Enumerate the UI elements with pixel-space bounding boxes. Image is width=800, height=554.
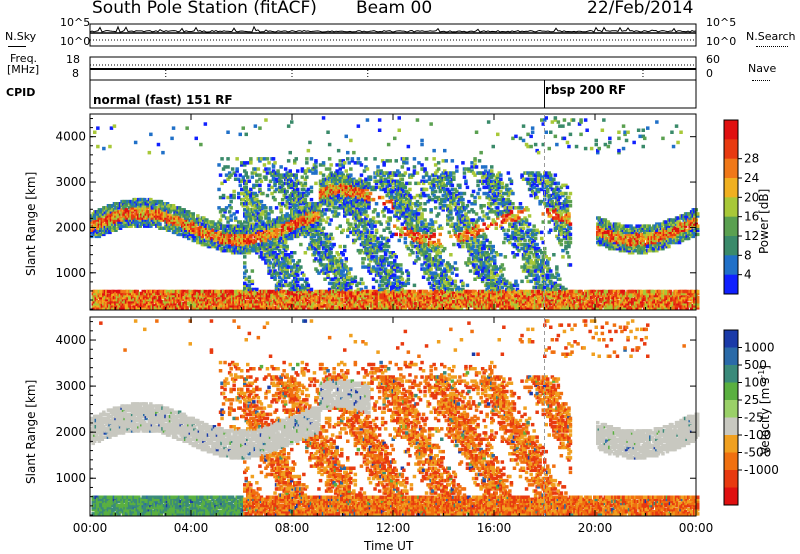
power-colorbar-tick-label-1: 8 xyxy=(744,248,752,262)
velocity-colorbar-label: Velocity [m s-1] xyxy=(757,365,772,455)
velocity-colorbar-segment-3 xyxy=(724,382,738,401)
top-strips xyxy=(89,23,697,109)
power-cells xyxy=(90,116,700,310)
x-tick-label-0: 00:00 xyxy=(73,521,108,535)
x-axis-label: Time UT xyxy=(364,539,414,553)
velocity-colorbar-tick-label-7: -1000 xyxy=(744,463,779,477)
power-colorbar-tick-label-4: 20 xyxy=(744,190,759,204)
nsky-trace xyxy=(89,25,697,33)
velocity-colorbar: 1000 500 100 25 -25 -100 -500 -1000 xyxy=(723,329,779,506)
beam-title: Beam 00 xyxy=(356,0,433,18)
power-colorbar-segment-2 xyxy=(724,158,738,179)
power-colorbar-tick-label-2: 12 xyxy=(744,229,759,243)
power-ytick-label-2: 3000 xyxy=(55,175,86,189)
power-colorbar-segment-8 xyxy=(724,274,738,295)
nsearch-top-tick: 10^5 xyxy=(706,16,737,29)
cpid-segment-2: rbsp 200 RF xyxy=(545,83,627,97)
velocity-ytick-label-1: 2000 xyxy=(55,425,86,439)
x-tick-label-4: 16:00 xyxy=(477,521,512,535)
freq-top-tick: 18 xyxy=(66,53,80,66)
power-ytick-label-1: 2000 xyxy=(55,220,86,234)
x-tick-label-5: 20:00 xyxy=(578,521,613,535)
velocity-colorbar-tick-label-4: -25 xyxy=(744,411,764,425)
velocity-colorbar-exp: -1 xyxy=(757,369,766,378)
cpid-strip xyxy=(89,79,697,109)
velocity-colorbar-tick-label-2: 100 xyxy=(744,376,767,390)
velocity-colorbar-segment-9 xyxy=(724,487,738,506)
power-ytick-label-0: 1000 xyxy=(55,266,86,280)
power-colorbar-segment-5 xyxy=(724,216,738,237)
freq-bottom-tick: 8 xyxy=(72,67,79,80)
power-colorbar-segment-1 xyxy=(724,139,738,160)
nsky-bottom-tick: 10^0 xyxy=(60,35,91,48)
velocity-colorbar-label-text: Velocity [m s xyxy=(758,377,772,455)
power-panel: 1000 2000 3000 4000 xyxy=(55,113,700,311)
power-colorbar-segment-3 xyxy=(724,178,738,198)
nsky-legend-line xyxy=(8,46,26,47)
power-ylabel: Slant Range [km] xyxy=(24,171,38,276)
nsearch-legend-line xyxy=(756,46,788,47)
velocity-colorbar-segment-5 xyxy=(724,417,738,436)
x-tick-label-3: 12:00 xyxy=(376,521,411,535)
velocity-colorbar-segment-6 xyxy=(724,435,738,453)
velocity-colorbar-segment-7 xyxy=(724,452,738,471)
velocity-colorbar-segment-2 xyxy=(724,365,738,383)
velocity-colorbar-tick-label-5: -100 xyxy=(744,428,771,442)
velocity-colorbar-segment-1 xyxy=(724,347,738,366)
velocity-ytick-label-3: 4000 xyxy=(55,333,86,347)
nave-label: Nave xyxy=(748,62,777,75)
nave-top-tick: 60 xyxy=(706,53,720,66)
station-title: South Pole Station (fitACF) xyxy=(92,0,317,18)
power-colorbar-segment-0 xyxy=(724,120,738,140)
cpid-label: CPID xyxy=(6,86,36,99)
power-colorbar-frame xyxy=(723,119,739,295)
power-colorbar-segment-7 xyxy=(724,255,738,276)
power-colorbar-tick-label-6: 28 xyxy=(744,152,759,166)
velocity-colorbar-segment-8 xyxy=(724,470,738,488)
freq-label-1: Freq. xyxy=(10,52,38,65)
power-colorbar-tick-label-5: 24 xyxy=(744,171,759,185)
nsky-label: N.Sky xyxy=(5,30,37,43)
freq-label-2: [MHz] xyxy=(7,63,40,76)
velocity-colorbar-tick-label-3: 25 xyxy=(744,393,759,407)
velocity-ylabel: Slant Range [km] xyxy=(24,379,38,484)
x-tick-label-2: 08:00 xyxy=(275,521,310,535)
power-colorbar: 4 8 12 16 20 24 28 xyxy=(723,119,759,295)
nave-legend-line xyxy=(752,80,770,81)
power-colorbar-segment-6 xyxy=(724,236,738,256)
velocity-colorbar-tick-label-1: 500 xyxy=(744,358,767,372)
power-colorbar-label: Power [dB] xyxy=(757,188,771,254)
x-tick-label-1: 04:00 xyxy=(174,521,209,535)
velocity-ytick-label-2: 3000 xyxy=(55,379,86,393)
nsearch-bottom-tick: 10^0 xyxy=(706,35,737,48)
date-title: 22/Feb/2014 xyxy=(587,0,694,18)
nsky-strip xyxy=(89,23,697,47)
velocity-colorbar-tick-label-0: 1000 xyxy=(744,341,775,355)
power-ytick-label-3: 4000 xyxy=(55,130,86,144)
nsky-top-tick: 10^5 xyxy=(60,16,91,29)
velocity-colorbar-tick-label-6: -500 xyxy=(744,446,771,460)
velocity-colorbar-segment-4 xyxy=(724,400,738,418)
velocity-panel: 1000 2000 3000 4000 xyxy=(55,316,700,517)
nsearch-label: N.Search xyxy=(746,30,796,43)
power-colorbar-segment-4 xyxy=(724,197,738,218)
velocity-colorbar-label-close: ] xyxy=(758,365,772,370)
x-tick-label-6: 00:00 xyxy=(679,521,714,535)
power-colorbar-tick-label-3: 16 xyxy=(744,210,759,224)
velocity-colorbar-segment-0 xyxy=(724,330,738,348)
velocity-ytick-label-0: 1000 xyxy=(55,471,86,485)
power-colorbar-tick-label-0: 4 xyxy=(744,268,752,282)
x-axis: 00:00 04:00 08:00 12:00 16:00 20:00 00:00 xyxy=(73,521,714,535)
cpid-segment-1: normal (fast) 151 RF xyxy=(93,93,233,107)
velocity-cells xyxy=(90,319,700,516)
nave-bottom-tick: 0 xyxy=(706,67,713,80)
